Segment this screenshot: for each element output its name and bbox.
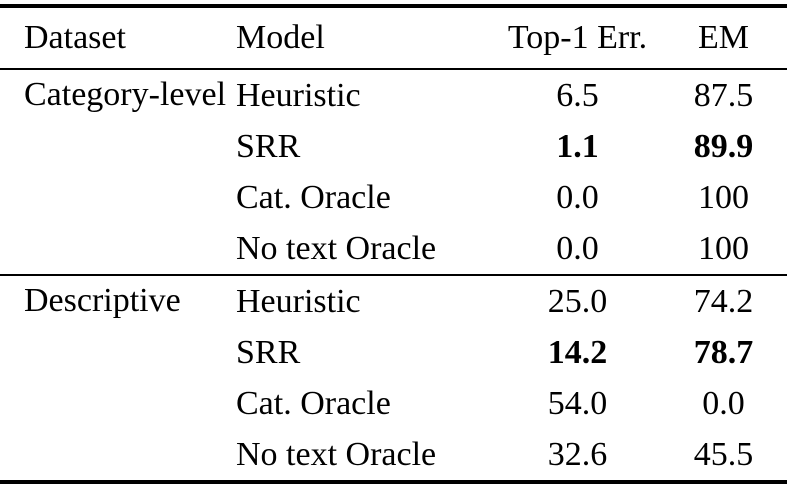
table-row: SRR 1.1 89.9 (0, 121, 787, 172)
header-row: Dataset Model Top-1 Err. EM (0, 6, 787, 70)
model-cell: Cat. Oracle (236, 179, 391, 216)
table-header: Dataset Model Top-1 Err. EM (0, 6, 787, 70)
model-cell: SRR (236, 128, 301, 165)
em-cell: 89.9 (693, 128, 754, 165)
em-cell: 0.0 (702, 385, 745, 422)
column-header-top1-err: Top-1 Err. (495, 6, 660, 70)
top1-err-cell: 25.0 (495, 274, 660, 327)
em-cell: 78.7 (693, 334, 754, 371)
column-header-dataset: Dataset (0, 6, 230, 70)
top1-err-cell: 54.0 (547, 385, 608, 422)
results-table: Dataset Model Top-1 Err. EM Category-lev… (0, 4, 787, 484)
model-cell: SRR (236, 334, 301, 371)
top1-err-cell: 14.2 (547, 334, 608, 371)
em-cell: 74.2 (660, 274, 787, 327)
table-row: No text Oracle 32.6 45.5 (0, 429, 787, 482)
table-row: No text Oracle 0.0 100 (0, 223, 787, 275)
model-cell: Heuristic (230, 68, 495, 121)
top1-err-cell: 32.6 (547, 436, 608, 473)
table-body: Category-level Heuristic 6.5 87.5 SRR 1.1 89.9… (0, 68, 787, 482)
em-cell: 100 (698, 230, 749, 267)
column-header-model: Model (230, 6, 495, 70)
top1-err-cell: 0.0 (556, 179, 599, 216)
model-cell: No text Oracle (236, 230, 437, 267)
dataset-cell: Category-level (0, 68, 230, 275)
model-cell: No text Oracle (236, 436, 437, 473)
table-row: Cat. Oracle 0.0 100 (0, 172, 787, 223)
table-row: Descriptive Heuristic 25.0 74.2 (0, 274, 787, 482)
em-cell: 87.5 (660, 68, 787, 121)
top1-err-cell: 1.1 (556, 128, 599, 165)
table-row: Cat. Oracle 54.0 0.0 (0, 378, 787, 429)
em-cell: 45.5 (693, 436, 754, 473)
top1-err-cell: 6.5 (495, 68, 660, 121)
em-cell: 100 (698, 179, 749, 216)
column-header-em: EM (660, 6, 787, 70)
model-cell: Heuristic (230, 274, 495, 327)
model-cell: Cat. Oracle (236, 385, 391, 422)
table-row: SRR 14.2 78.7 (0, 327, 787, 378)
top1-err-cell: 0.0 (556, 230, 599, 267)
table-row: Category-level Heuristic 6.5 87.5 (0, 68, 787, 275)
dataset-cell: Descriptive (0, 274, 230, 482)
